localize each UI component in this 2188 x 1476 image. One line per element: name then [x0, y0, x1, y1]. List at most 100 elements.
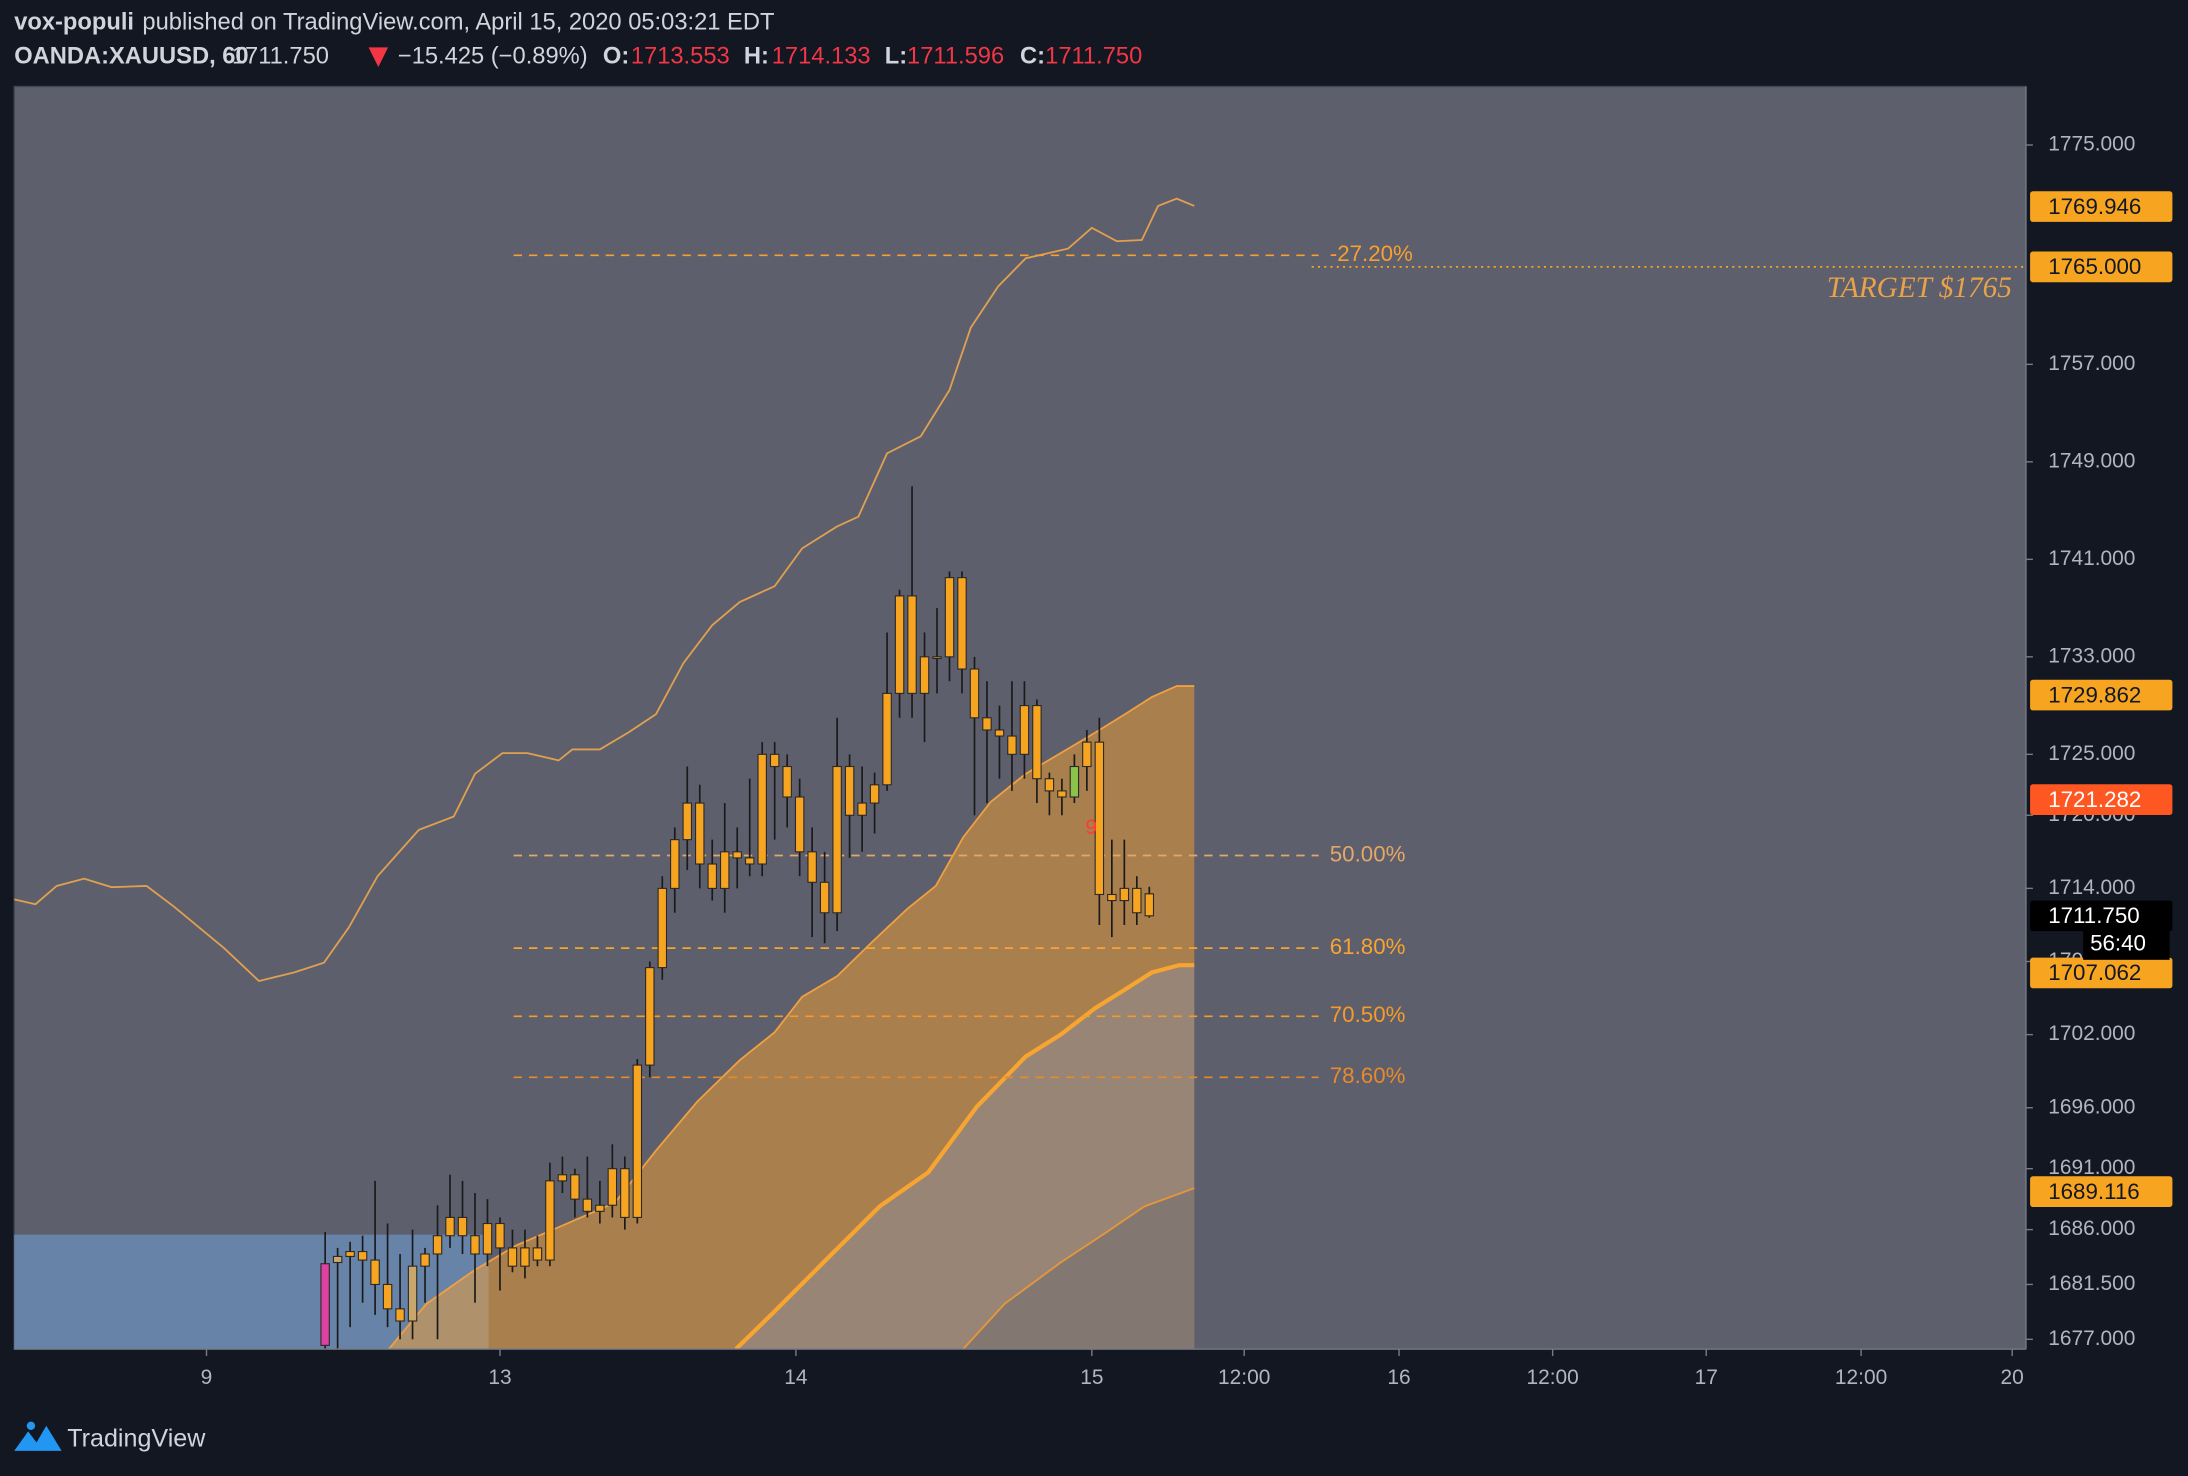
- candle-body: [794, 796, 805, 853]
- y-tick-label: 1741.000: [2048, 547, 2135, 570]
- price-tag-label: 1729.862: [2048, 682, 2141, 707]
- candle-body: [1132, 887, 1142, 914]
- candle-body: [869, 784, 880, 804]
- candle-body: [445, 1216, 455, 1237]
- y-tick-label: 1714.000: [2048, 876, 2135, 899]
- price-tag: [2030, 1176, 2173, 1207]
- candle-body: [1019, 705, 1030, 755]
- y-tick-label: 1681.500: [2048, 1272, 2135, 1295]
- band-fill: [963, 1188, 1195, 1350]
- candle-body: [395, 1308, 405, 1322]
- candle-body: [495, 1222, 505, 1249]
- candle-body: [807, 851, 817, 883]
- candle-body: [482, 1222, 493, 1255]
- candle-body: [370, 1259, 380, 1286]
- candle-body: [1007, 735, 1017, 755]
- candle-body: [757, 753, 767, 865]
- candle-body: [919, 656, 930, 694]
- candle-body: [595, 1204, 605, 1212]
- price-tag-label: 1689.116: [2048, 1179, 2139, 1204]
- y-tick-label: 1677.000: [2048, 1327, 2135, 1350]
- published: published on TradingView.com, April 15, …: [142, 10, 774, 36]
- candle-body: [832, 765, 842, 914]
- candle-body: [695, 802, 705, 865]
- y-tick-label: 1696.000: [2048, 1095, 2135, 1118]
- band-line: [14, 197, 1195, 983]
- price-tag: [2030, 191, 2173, 222]
- candle-body: [907, 595, 917, 694]
- ohlc-label: H:: [744, 43, 769, 69]
- x-tick-label: 13: [488, 1366, 511, 1389]
- price-tag-label: 1765.000: [2048, 254, 2141, 279]
- x-tick-label: 15: [1080, 1366, 1103, 1389]
- candle-body: [1057, 790, 1067, 798]
- candle-body: [707, 863, 717, 889]
- symbol: OANDA:XAUUSD, 60: [14, 43, 248, 69]
- fib-label: -27.20%: [1330, 241, 1413, 266]
- y-tick-label: 1775.000: [2048, 133, 2135, 156]
- candle-body: [1044, 778, 1055, 792]
- x-tick-label: 12:00: [1835, 1366, 1887, 1389]
- candle-body: [645, 967, 655, 1066]
- plot-layer: [14, 197, 1319, 1350]
- x-tick-label: 12:00: [1526, 1366, 1578, 1389]
- logo-dot: [26, 1421, 36, 1430]
- last-price: 1711.750: [232, 43, 329, 69]
- candle-body: [1119, 887, 1130, 902]
- x-tick-label: 14: [784, 1366, 808, 1389]
- y-tick-label: 1733.000: [2048, 644, 2135, 667]
- fib-label: 70.50%: [1330, 1002, 1406, 1027]
- candle-body: [744, 857, 755, 865]
- x-tick-label: 17: [1695, 1366, 1718, 1389]
- author: vox-populi: [14, 10, 134, 36]
- candle-body: [1069, 765, 1080, 798]
- price-tag: [2030, 957, 2173, 989]
- candle-body: [670, 839, 680, 889]
- countdown: 56:40: [2090, 930, 2146, 955]
- band-line: [734, 963, 1195, 1350]
- candle-body: [719, 851, 730, 889]
- x-tick-label: 20: [2001, 1366, 2024, 1389]
- y-tick-label: 1691.000: [2048, 1156, 2135, 1179]
- candle-body: [682, 802, 693, 841]
- y-tick-label: 1757.000: [2048, 352, 2135, 375]
- y-tick-label: 1702.000: [2048, 1022, 2135, 1045]
- candle-body: [432, 1235, 443, 1255]
- candle-body: [507, 1247, 518, 1267]
- ohlc-value: 1713.553: [631, 43, 730, 69]
- candle-body: [357, 1250, 368, 1261]
- down-arrow: [368, 47, 389, 67]
- candle-body: [545, 1180, 555, 1261]
- ohlc-value: 1711.596: [907, 43, 1004, 69]
- candle-body: [532, 1247, 543, 1261]
- y-tick-label: 1725.000: [2048, 742, 2135, 765]
- fib-label: 61.80%: [1330, 934, 1406, 959]
- candle-body: [345, 1250, 355, 1257]
- ohlc-label: O:: [603, 43, 629, 69]
- ohlc-value: 1711.750: [1045, 43, 1142, 69]
- candle-body: [557, 1174, 568, 1182]
- candle-body: [1107, 893, 1117, 902]
- change: −15.425 (−0.89%): [398, 43, 588, 69]
- fib-label: 78.60%: [1330, 1063, 1406, 1088]
- y-tick-label: 1686.000: [2048, 1217, 2135, 1240]
- candle-body: [894, 595, 905, 694]
- candle-body: [420, 1253, 430, 1267]
- candle-body: [1144, 893, 1155, 917]
- candle-body: [882, 692, 892, 786]
- ohlc-value: 1714.133: [772, 43, 871, 69]
- x-tick-label: 12:00: [1218, 1366, 1270, 1389]
- candle-body: [1082, 741, 1092, 768]
- price-tag: [2030, 679, 2173, 711]
- candle-body: [782, 765, 792, 798]
- price-tag-label: 1711.750: [2048, 903, 2139, 928]
- candle-body: [844, 765, 855, 816]
- candle-body: [944, 577, 955, 658]
- price-tag: [2030, 251, 2173, 283]
- price-tag-label: 1707.062: [2048, 960, 2141, 985]
- footer-brand: TradingView: [67, 1424, 206, 1452]
- td-count: 9: [1085, 816, 1097, 839]
- candle-body: [957, 577, 967, 670]
- logo: [14, 1425, 62, 1451]
